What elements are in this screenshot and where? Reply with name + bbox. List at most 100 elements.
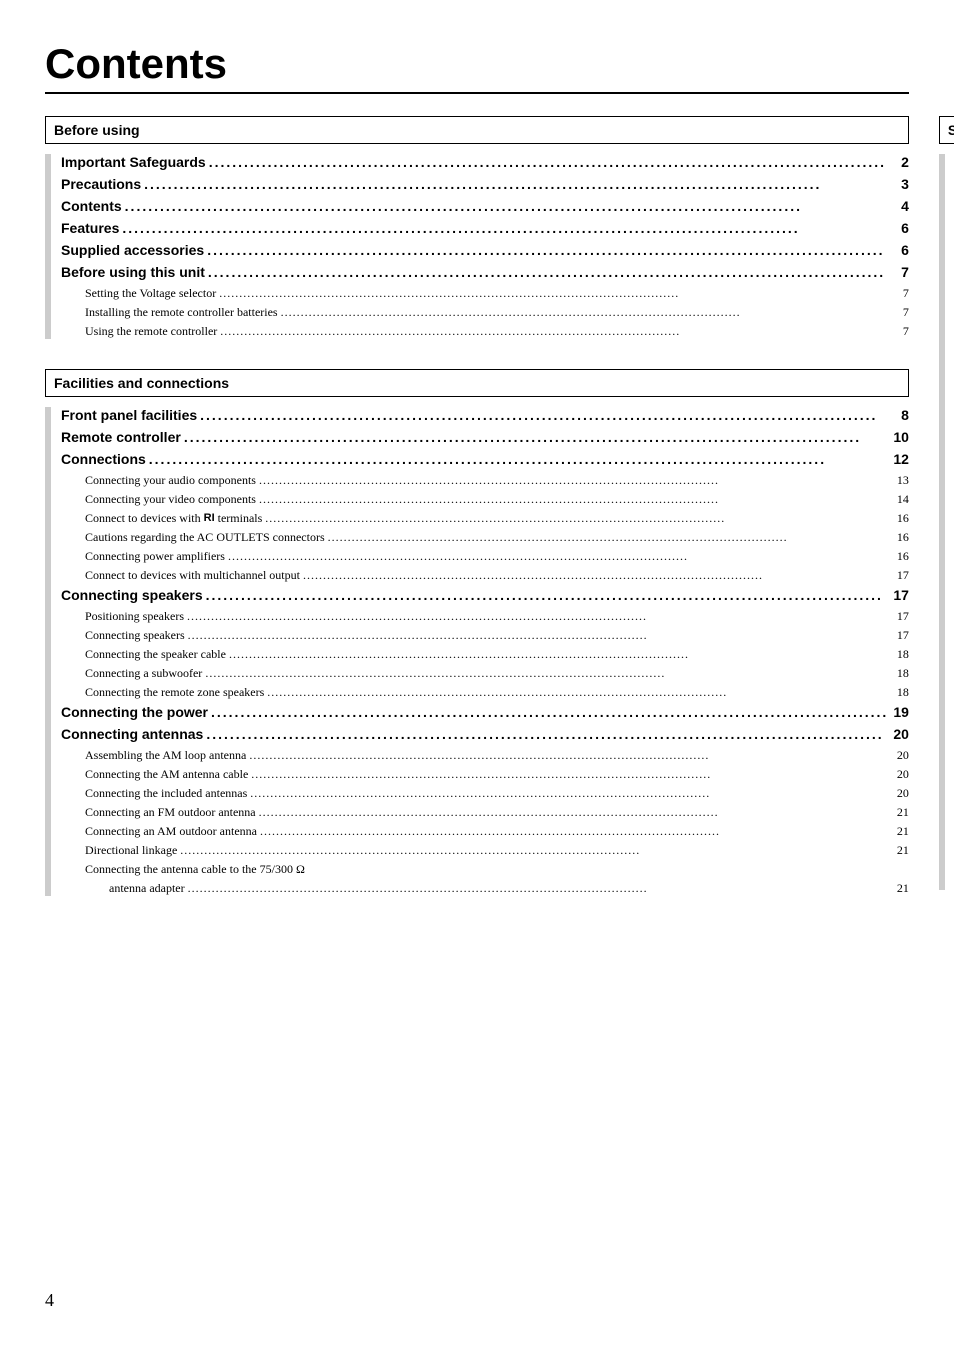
- toc-dots: [259, 805, 892, 820]
- toc-page: 19: [891, 704, 909, 720]
- toc-entry: Connecting the AM antenna cable 20: [61, 767, 909, 782]
- toc-entry: Connecting the included antennas20: [61, 786, 909, 801]
- toc-dots: [220, 324, 898, 339]
- toc-entry: Precautions3: [61, 176, 909, 192]
- toc-label: Connections: [61, 451, 146, 467]
- toc-dots: [219, 286, 898, 301]
- toc-entry: Connecting a subwoofer 18: [61, 666, 909, 681]
- toc-page: 20: [895, 767, 909, 782]
- toc-page: 16: [895, 549, 909, 564]
- toc-dots: [188, 628, 892, 643]
- toc-page: 17: [895, 609, 909, 624]
- toc-label: Using the remote controller: [85, 324, 217, 339]
- toc-dots: [249, 748, 892, 763]
- toc-page: 21: [895, 805, 909, 820]
- toc-entry: Before using this unit7: [61, 264, 909, 280]
- toc-page: 16: [895, 530, 909, 545]
- title-underline: [45, 92, 909, 94]
- toc-dots: [211, 704, 888, 720]
- toc-label: Remote controller: [61, 429, 181, 445]
- toc-entry: Connecting power amplifiers16: [61, 549, 909, 564]
- toc-page: 20: [895, 748, 909, 763]
- toc-page: 18: [895, 666, 909, 681]
- toc-page: 7: [901, 305, 909, 320]
- toc-dots: [303, 568, 892, 583]
- toc-label: Important Safeguards: [61, 154, 206, 170]
- section-header-facilities: Facilities and connections: [45, 369, 909, 397]
- toc-label: Connecting speakers: [85, 628, 185, 643]
- toc-page: 21: [895, 881, 909, 896]
- toc-dots: [180, 843, 892, 858]
- section-header-setup: Setup and operation: [939, 116, 954, 144]
- toc-entry: Connecting an AM outdoor antenna 21: [61, 824, 909, 839]
- toc-dots: [250, 786, 892, 801]
- toc-page: 17: [895, 628, 909, 643]
- toc-label: Supplied accessories: [61, 242, 204, 258]
- content-columns: Before using Important Safeguards 2 Preca…: [45, 116, 909, 926]
- toc-label: Connecting the antenna cable to the 75/3…: [85, 862, 305, 877]
- toc-entry: Connect to devices with multichannel out…: [61, 568, 909, 583]
- toc-label: Connecting antennas: [61, 726, 203, 742]
- toc-page: 21: [895, 824, 909, 839]
- toc-entry: Connecting the speaker cable18: [61, 647, 909, 662]
- toc-label: Connect to devices with RI terminals: [85, 511, 262, 526]
- toc-dots: [187, 609, 892, 624]
- toc-entry: Connections 12: [61, 451, 909, 467]
- toc-label: Connecting the speaker cable: [85, 647, 226, 662]
- toc-dots: [209, 154, 896, 170]
- toc-label: Installing the remote controller batteri…: [85, 305, 278, 320]
- toc-page: 6: [899, 242, 909, 258]
- toc-label: Front panel facilities: [61, 407, 197, 423]
- toc-label: Setting the Voltage selector: [85, 286, 216, 301]
- toc-dots: [184, 429, 889, 445]
- toc-dots: [259, 473, 892, 488]
- toc-entry: Connect to devices with RI terminals16: [61, 511, 909, 526]
- toc-dots: [206, 726, 888, 742]
- toc-dots: [200, 407, 896, 423]
- toc-page: 6: [899, 220, 909, 236]
- toc-page: 20: [891, 726, 909, 742]
- toc-entry: Connecting the antenna cable to the 75/3…: [61, 862, 909, 877]
- toc-entry: Important Safeguards 2: [61, 154, 909, 170]
- toc-entry: Cautions regarding the AC OUTLETS connec…: [61, 530, 909, 545]
- toc-dots: [188, 881, 892, 896]
- toc-page: 17: [891, 587, 909, 603]
- toc-label: Connecting an AM outdoor antenna: [85, 824, 257, 839]
- toc-label: Connect to devices with multichannel out…: [85, 568, 300, 583]
- toc-label: Positioning speakers: [85, 609, 184, 624]
- toc-dots: [149, 451, 889, 467]
- toc-entry: Directional linkage21: [61, 843, 909, 858]
- section-header-before-using: Before using: [45, 116, 909, 144]
- toc-label: Connecting the AM antenna cable: [85, 767, 248, 782]
- toc-label: Connecting speakers: [61, 587, 203, 603]
- toc-dots: [328, 530, 892, 545]
- toc-page: 2: [899, 154, 909, 170]
- toc-label: Directional linkage: [85, 843, 177, 858]
- toc-label: Connecting the included antennas: [85, 786, 247, 801]
- toc-page: 18: [895, 685, 909, 700]
- toc-label: Connecting the remote zone speakers: [85, 685, 264, 700]
- toc-entry: Connecting your audio components13: [61, 473, 909, 488]
- toc-page: 17: [895, 568, 909, 583]
- toc-label: Connecting a subwoofer: [85, 666, 202, 681]
- toc-page: 10: [891, 429, 909, 445]
- toc-dots: [208, 264, 896, 280]
- toc-page: 7: [901, 286, 909, 301]
- toc-entry: Features6: [61, 220, 909, 236]
- toc-dots: [281, 305, 898, 320]
- toc-page: 12: [891, 451, 909, 467]
- toc-entry: Connecting your video components14: [61, 492, 909, 507]
- toc-entry: Using the remote controller7: [61, 324, 909, 339]
- toc-entry: Remote controller 10: [61, 429, 909, 445]
- toc-dots: [144, 176, 896, 192]
- toc-page: 8: [899, 407, 909, 423]
- toc-dots: [205, 666, 892, 681]
- toc-dots: [265, 511, 892, 526]
- toc-page: 4: [899, 198, 909, 214]
- toc-page: 7: [899, 264, 909, 280]
- toc-label: Contents: [61, 198, 122, 214]
- toc-dots: [259, 492, 892, 507]
- toc-label: Connecting your audio components: [85, 473, 256, 488]
- toc-label: antenna adapter: [109, 881, 185, 896]
- toc-entry: Connecting speakers 17: [61, 628, 909, 643]
